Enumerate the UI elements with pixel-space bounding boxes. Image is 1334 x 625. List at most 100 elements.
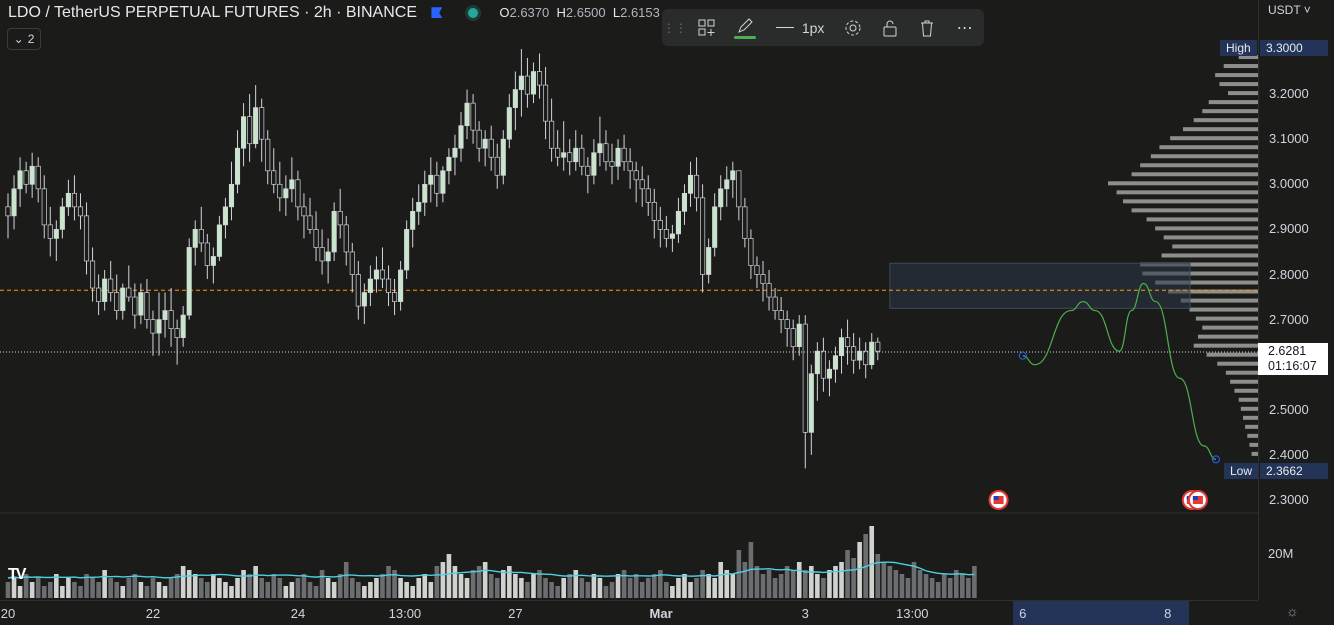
- volume-profile-bar: [1146, 217, 1258, 222]
- volume-bar: [941, 574, 947, 598]
- volume-bar: [543, 578, 548, 598]
- volume-bar: [307, 582, 313, 598]
- candle-body: [621, 147, 627, 163]
- volume-ma-line: [7, 561, 975, 579]
- volume-profile-bar: [1225, 370, 1258, 375]
- volume-profile-bar: [1150, 154, 1258, 159]
- drag-handle-icon[interactable]: ⋮⋮: [662, 20, 687, 35]
- volume-bar: [585, 582, 591, 598]
- candle-body: [295, 179, 301, 208]
- candle-body: [826, 368, 832, 379]
- candle-body: [736, 170, 742, 208]
- volume-bar: [893, 570, 899, 598]
- volume-bar: [319, 570, 325, 598]
- volume-bar: [132, 574, 138, 598]
- flag-icon[interactable]: [431, 7, 443, 19]
- more-icon[interactable]: ⋯: [956, 19, 974, 37]
- unlock-icon[interactable]: [871, 9, 909, 46]
- volume-bar: [23, 574, 29, 598]
- indicators-collapse-button[interactable]: ⌄ 2: [7, 28, 41, 50]
- volume-bar: [29, 582, 35, 598]
- volume-bar: [380, 574, 385, 598]
- candle-body: [657, 220, 663, 230]
- volume-bar: [549, 582, 554, 598]
- volume-bar: [253, 566, 258, 598]
- volume-bar: [609, 582, 615, 598]
- price-chart[interactable]: [0, 0, 1258, 600]
- volume-bar: [180, 566, 186, 598]
- market-status-icon: [464, 4, 481, 21]
- volume-bar: [494, 578, 500, 598]
- candle-body: [144, 292, 150, 320]
- ohlc-values: O2.6370 H2.6500 L2.6153: [499, 5, 660, 20]
- candle-body: [494, 156, 500, 176]
- candle-body: [820, 350, 826, 379]
- volume-profile-bar: [1193, 118, 1258, 123]
- price-axis[interactable]: 3.3000 3.2000 3.1000 3.0000 2.9000 2.8000 2.70…: [1258, 0, 1334, 600]
- candle-body: [681, 192, 688, 212]
- volume-profile-bar: [1116, 190, 1258, 195]
- open-value: 2.6370: [509, 5, 550, 20]
- volume-profile-bar: [1159, 145, 1258, 150]
- candle-body: [627, 161, 633, 172]
- volume-bar: [772, 578, 778, 598]
- candle-body: [536, 71, 543, 86]
- candle-body: [168, 310, 174, 329]
- volume-profile-bar: [1189, 307, 1258, 312]
- volume-bar: [96, 582, 101, 598]
- volume-bar: [138, 582, 144, 598]
- template-icon[interactable]: [688, 9, 726, 46]
- candle-body: [398, 269, 404, 302]
- high-axis-label: High: [1220, 40, 1257, 56]
- candle-body: [730, 170, 736, 181]
- volume-bar: [935, 582, 941, 598]
- volume-profile-bar: [1223, 64, 1258, 69]
- currency-label: USDT: [1268, 3, 1301, 17]
- candle-body: [869, 341, 875, 366]
- currency-selector[interactable]: USDT ˅: [1268, 3, 1311, 17]
- candle-body: [579, 147, 585, 167]
- candle-body: [35, 165, 41, 190]
- volume-bar: [271, 574, 277, 598]
- candle-body: [555, 147, 561, 158]
- volume-bar: [156, 582, 162, 598]
- candle-body: [23, 170, 29, 185]
- time-axis[interactable]: 20 22 24 13:00 27 Mar 3 13:00 6 8: [0, 600, 1258, 625]
- volume-profile-bar: [1208, 100, 1258, 105]
- candle-body: [724, 179, 730, 190]
- trash-icon[interactable]: [908, 9, 946, 46]
- color-swatch: [734, 35, 757, 39]
- candle-body: [524, 75, 530, 95]
- candle-body: [379, 269, 386, 280]
- settings-icon[interactable]: ☼: [1286, 603, 1299, 619]
- volume-profile-bar: [1198, 334, 1258, 339]
- volume-bar: [386, 566, 391, 598]
- candle-body: [307, 215, 313, 230]
- volume-bar: [11, 578, 17, 598]
- candle-body: [96, 287, 102, 302]
- volume-bar: [682, 574, 687, 598]
- line-width-button[interactable]: 1px: [765, 9, 835, 46]
- volume-bar: [482, 562, 488, 598]
- drawing-toolbar: ⋮⋮ 1px ⋯: [662, 9, 984, 46]
- candle-body: [349, 251, 355, 275]
- candle-body: [392, 292, 398, 302]
- gear-icon[interactable]: [835, 9, 871, 46]
- candle-body: [114, 292, 120, 311]
- volume-profile-bar: [1228, 91, 1258, 96]
- time-tick-label: 20: [0, 606, 16, 621]
- tradingview-logo-icon[interactable]: TV: [8, 566, 27, 583]
- volume-bar: [410, 586, 415, 598]
- volume-bar: [337, 574, 343, 598]
- volume-profile-bar: [1195, 316, 1258, 321]
- volume-bar: [881, 562, 887, 598]
- volume-profile-bar: [1140, 163, 1258, 168]
- volume-bar: [289, 582, 295, 598]
- volume-profile-bar: [1238, 397, 1258, 402]
- time-range-highlight: [1013, 601, 1189, 625]
- pencil-icon[interactable]: [726, 9, 766, 46]
- volume-bar: [174, 574, 180, 598]
- low-value: 2.6153: [620, 5, 660, 20]
- symbol-title[interactable]: LDO / TetherUS PERPETUAL FUTURES · 2h · …: [8, 4, 417, 21]
- candle-body: [645, 188, 651, 203]
